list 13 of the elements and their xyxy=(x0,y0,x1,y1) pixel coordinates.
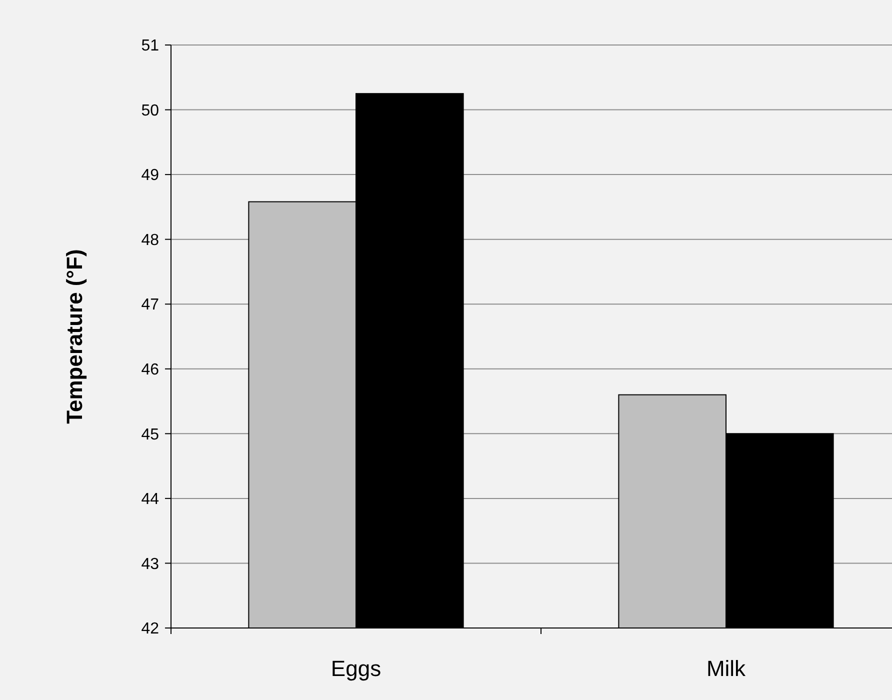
y-tick-label: 42 xyxy=(141,620,160,638)
y-tick-label: 44 xyxy=(141,491,160,508)
x-tick-label: Eggs xyxy=(330,656,382,681)
y-tick-label: 43 xyxy=(141,556,160,573)
y-tick-label: 49 xyxy=(141,167,160,184)
y-tick-label: 46 xyxy=(141,361,160,378)
y-tick-label: 45 xyxy=(141,426,160,444)
y-tick-label: 51 xyxy=(141,38,160,55)
y-tick-label: 48 xyxy=(141,232,160,249)
y-tick-label: 50 xyxy=(141,102,160,120)
y-axis-title: Temperature (°F) xyxy=(62,249,87,424)
y-tick-label: 47 xyxy=(141,296,160,314)
x-tick-label: Milk xyxy=(706,656,747,681)
